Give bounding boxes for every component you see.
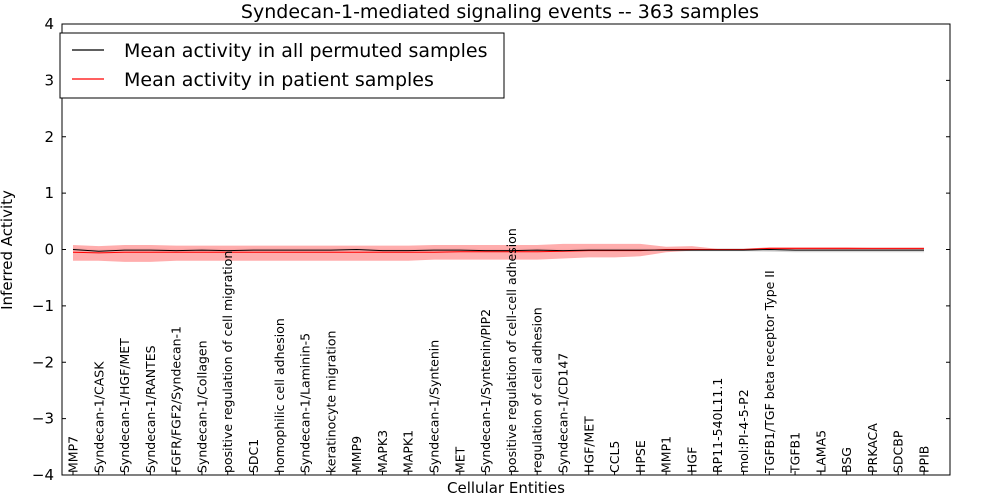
patient-band [73, 243, 924, 262]
category-label: TGFB1 [788, 432, 803, 474]
chart-title: Syndecan-1-mediated signaling events -- … [241, 1, 759, 23]
legend-permuted-label: Mean activity in all permuted samples [124, 40, 487, 62]
category-label: Syndecan-1/Collagen [194, 340, 209, 473]
y-tick-label: 2 [44, 128, 54, 146]
category-label: positive regulation of cell migration [220, 251, 235, 473]
category-label: SDC1 [246, 439, 261, 473]
category-label: MET [452, 446, 467, 473]
legend: Mean activity in all permuted samples Me… [59, 32, 505, 99]
category-label: Syndecan-1/Laminin-5 [298, 333, 313, 473]
category-label: Syndecan-1/CD147 [555, 353, 570, 473]
category-label: Syndecan-1/HGF/MET [117, 338, 132, 473]
series-lines [72, 247, 924, 254]
category-label: PRKACA [865, 423, 880, 473]
category-label: Syndecan-1/CASK [91, 361, 106, 473]
category-label: MMP9 [349, 436, 364, 473]
y-tick-label: 4 [44, 15, 54, 33]
category-label: mol:PI-4-5-P2 [736, 389, 751, 473]
category-label: RP11-540L11.1 [710, 378, 725, 473]
category-label: CCL5 [607, 441, 622, 473]
category-label: SDCBP [891, 430, 906, 473]
category-label: homophilic cell adhesion [272, 318, 287, 473]
permuted-line [72, 248, 924, 252]
category-label: keratinocyte migration [323, 331, 338, 473]
y-tick-label: 1 [44, 184, 54, 202]
y-tick-label: 3 [44, 71, 54, 89]
category-label: Syndecan-1/Syntenin [427, 340, 442, 473]
category-label: Syndecan-1/RANTES [143, 345, 158, 473]
legend-patient-label: Mean activity in patient samples [124, 69, 434, 91]
category-label: BSG [839, 447, 854, 473]
y-tick-label: 0 [44, 241, 54, 259]
category-label: regulation of cell adhesion [530, 307, 545, 473]
category-label: HGF [684, 447, 699, 473]
category-label: MAPK3 [375, 430, 390, 473]
y-tick-label: −2 [32, 353, 54, 371]
category-label: HGF/MET [581, 416, 596, 473]
category-label: MMP1 [659, 436, 674, 473]
category-label: positive regulation of cell-cell adhesio… [504, 228, 519, 473]
x-category-labels: MMP7 Syndecan-1/CASK Syndecan-1/HGF/MET Syn… [66, 228, 932, 475]
confidence-bands [73, 243, 924, 262]
patient-line [72, 247, 924, 254]
y-tick-label: −1 [32, 297, 54, 315]
category-label: Syndecan-1/Syntenin/PIP2 [478, 309, 493, 473]
category-label: LAMA5 [813, 430, 828, 473]
y-axis-ticks: −4 −3 −2 −1 0 1 2 3 4 [32, 15, 950, 484]
category-label: FGFR/FGF2/Syndecan-1 [169, 326, 184, 473]
y-tick-label: −3 [32, 410, 54, 428]
category-label: PPIB [917, 446, 932, 473]
y-tick-label: −4 [32, 466, 54, 484]
category-label: TGFB1/TGF beta receptor Type II [762, 270, 777, 474]
category-label: MMP7 [66, 436, 81, 473]
legend-box [59, 32, 505, 99]
y-axis-label: Inferred Activity [0, 190, 16, 310]
x-axis-label: Cellular Entities [447, 479, 565, 497]
category-label: MAPK1 [401, 430, 416, 473]
category-label: HPSE [633, 440, 648, 473]
